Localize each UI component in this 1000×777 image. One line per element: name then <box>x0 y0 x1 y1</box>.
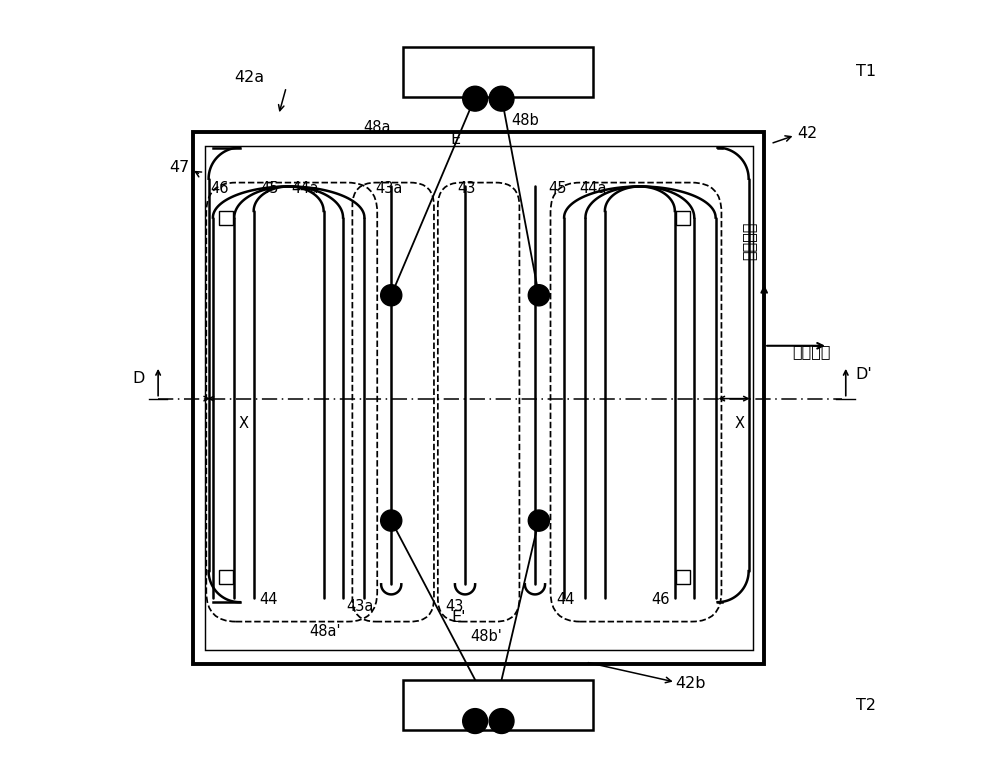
Text: 42: 42 <box>797 126 817 141</box>
Text: 44a: 44a <box>579 180 607 196</box>
Bar <box>676 211 690 225</box>
Text: 47: 47 <box>169 159 189 175</box>
Circle shape <box>528 510 549 531</box>
Text: T1: T1 <box>856 64 876 79</box>
Text: X: X <box>239 416 249 431</box>
Text: X: X <box>734 416 744 431</box>
Text: 48b: 48b <box>512 113 539 128</box>
Text: 第一方向: 第一方向 <box>741 221 756 260</box>
Bar <box>676 570 690 584</box>
Circle shape <box>528 284 549 306</box>
Circle shape <box>463 86 488 111</box>
Circle shape <box>381 284 402 306</box>
Bar <box>403 680 593 730</box>
Text: 48a: 48a <box>364 120 391 135</box>
Text: 42b: 42b <box>676 676 706 692</box>
Circle shape <box>381 510 402 531</box>
Text: D: D <box>133 371 145 386</box>
Text: 45: 45 <box>261 180 279 196</box>
Text: 42a: 42a <box>235 70 265 85</box>
Text: 44: 44 <box>259 592 278 608</box>
Circle shape <box>489 86 514 111</box>
Circle shape <box>489 709 514 733</box>
Text: 43: 43 <box>457 180 476 196</box>
Text: 46: 46 <box>652 592 670 608</box>
Bar <box>403 47 593 97</box>
Text: 43a: 43a <box>376 180 403 196</box>
Bar <box>219 570 233 584</box>
Text: 48a': 48a' <box>309 624 341 639</box>
Bar <box>193 132 764 664</box>
Bar <box>219 211 233 225</box>
Text: 43: 43 <box>446 598 464 614</box>
Text: 44a: 44a <box>292 180 319 196</box>
Text: 45: 45 <box>548 180 567 196</box>
Text: 44: 44 <box>556 592 574 608</box>
Text: 48b': 48b' <box>470 629 502 644</box>
Bar <box>205 146 753 650</box>
Text: D': D' <box>856 367 873 382</box>
Text: T2: T2 <box>856 698 876 713</box>
Text: E': E' <box>451 610 466 625</box>
Text: E: E <box>450 132 460 148</box>
Text: 46: 46 <box>210 180 229 196</box>
Text: 43a: 43a <box>346 598 374 614</box>
Text: 第二方向: 第二方向 <box>792 343 831 359</box>
Circle shape <box>463 709 488 733</box>
